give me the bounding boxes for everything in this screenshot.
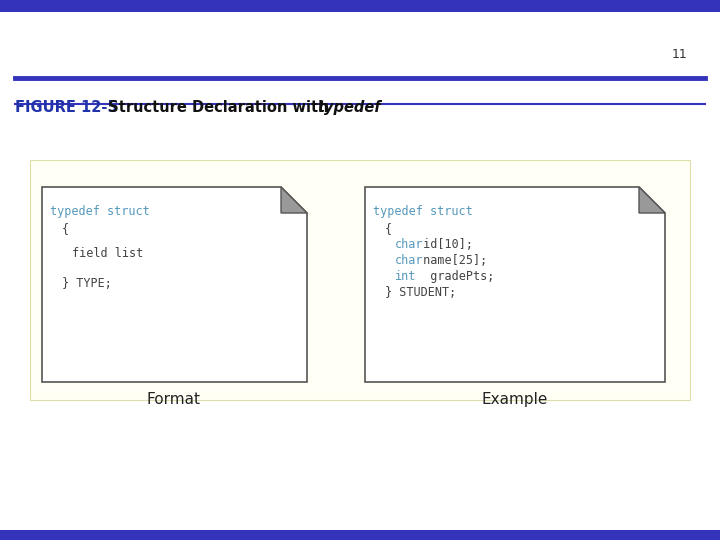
Text: FIGURE 12-5: FIGURE 12-5	[15, 100, 117, 115]
Text: Example: Example	[482, 392, 548, 407]
Text: } TYPE;: } TYPE;	[62, 277, 112, 290]
Text: id[10];: id[10];	[416, 238, 473, 251]
Polygon shape	[42, 187, 307, 382]
Text: typedef struct: typedef struct	[373, 205, 473, 218]
Text: char: char	[395, 238, 423, 251]
Bar	[0, 0, 720, 12]
Text: } STUDENT;: } STUDENT;	[385, 286, 456, 299]
Bar	[30, 160, 690, 400]
Text: field list: field list	[72, 247, 143, 260]
Text: gradePts;: gradePts;	[416, 270, 495, 283]
Text: name[25];: name[25];	[416, 254, 487, 267]
Text: {: {	[62, 222, 69, 235]
Text: int: int	[395, 270, 416, 283]
Polygon shape	[365, 187, 665, 382]
Text: Format: Format	[147, 392, 201, 407]
Bar	[0, 530, 720, 540]
Text: 11: 11	[672, 48, 688, 61]
Polygon shape	[639, 187, 665, 213]
Text: {: {	[385, 222, 392, 235]
Text: typedef struct: typedef struct	[50, 205, 150, 218]
Text: Structure Declaration with: Structure Declaration with	[98, 100, 334, 115]
Text: typedef: typedef	[318, 100, 381, 115]
Polygon shape	[281, 187, 307, 213]
Text: char: char	[395, 254, 423, 267]
